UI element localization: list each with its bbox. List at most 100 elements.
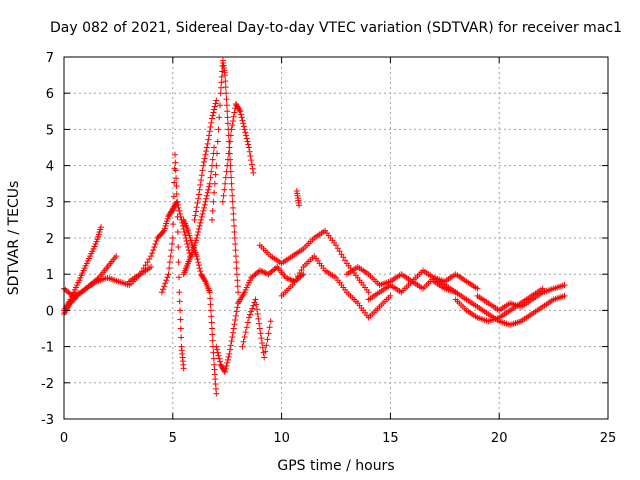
data-point (214, 150, 221, 157)
data-point (200, 162, 207, 169)
data-point (175, 244, 182, 251)
data-point (200, 204, 207, 211)
data-point (197, 181, 204, 188)
data-point (169, 241, 176, 248)
data-point (224, 359, 231, 366)
data-point (175, 259, 182, 266)
data-point (200, 158, 207, 165)
data-point (231, 222, 238, 229)
axis-ticks: 0 5 10 15 20 25 -3 -2 -1 0 1 2 3 4 5 6 7 (41, 51, 616, 446)
data-point (215, 126, 222, 133)
data-point (230, 216, 237, 223)
data-point (247, 152, 254, 159)
data-point (180, 365, 187, 372)
data-point (196, 186, 203, 193)
data-point (239, 117, 246, 124)
data-point (174, 198, 181, 205)
data-point (256, 325, 263, 332)
data-point (206, 289, 213, 296)
data-point (223, 102, 230, 109)
data-point (230, 329, 237, 336)
data-point (212, 100, 219, 107)
data-point (206, 180, 213, 187)
data-point (199, 210, 206, 217)
data-point (225, 150, 232, 157)
data-point (257, 330, 264, 337)
x-tick-label: 10 (273, 431, 290, 446)
y-tick-label: 3 (46, 196, 54, 211)
data-point (207, 307, 214, 314)
sat-trace-g (180, 216, 220, 397)
y-tick-label: 6 (46, 87, 54, 102)
data-point (249, 305, 256, 312)
x-tick-label: 5 (169, 431, 177, 446)
data-point (228, 186, 235, 193)
data-point (207, 123, 214, 130)
data-point (224, 156, 231, 163)
data-point (172, 159, 179, 166)
data-point (206, 132, 213, 139)
data-point (174, 213, 181, 220)
data-point (206, 183, 213, 190)
data-point (198, 172, 205, 179)
data-point (365, 289, 372, 296)
data-point (561, 282, 568, 289)
data-point (230, 204, 237, 211)
data-point (193, 253, 200, 260)
data-point (160, 286, 167, 293)
data-point (228, 338, 235, 345)
data-point (192, 212, 199, 219)
sat-trace-o (278, 253, 394, 321)
data-point (232, 253, 239, 260)
data-point (148, 253, 155, 260)
data-point (221, 186, 228, 193)
data-point (226, 350, 233, 357)
data-point (205, 186, 212, 193)
data-point (218, 84, 225, 91)
data-point (149, 250, 156, 257)
x-tick-label: 25 (600, 431, 617, 446)
y-tick-label: -1 (41, 341, 54, 356)
data-point (208, 216, 215, 223)
data-point (284, 275, 291, 282)
data-point (222, 84, 229, 91)
data-point (300, 271, 307, 278)
data-point (166, 259, 173, 266)
data-point (224, 162, 231, 169)
data-point (175, 274, 182, 281)
data-point (240, 123, 247, 130)
data-point (229, 122, 236, 129)
data-point (289, 282, 296, 289)
data-point (203, 144, 210, 151)
data-point (238, 114, 245, 121)
data-point (252, 296, 259, 303)
data-point (207, 295, 214, 302)
data-point (262, 348, 269, 355)
data-point (169, 235, 176, 241)
data-point (342, 257, 349, 264)
data-point (183, 238, 190, 245)
data-point (213, 162, 220, 169)
data-point (178, 334, 185, 341)
data-point (266, 324, 273, 331)
sat-trace-p (293, 187, 303, 209)
y-axis-label: SDTVAR / TECUs (6, 181, 22, 296)
data-point (142, 262, 149, 269)
data-point (150, 247, 157, 254)
data-point (231, 321, 238, 328)
data-point (233, 259, 240, 266)
data-point (209, 331, 216, 338)
data-point (211, 144, 218, 151)
data-point (264, 336, 271, 343)
data-point (243, 324, 250, 331)
data-point (167, 253, 174, 260)
data-point (245, 141, 252, 148)
y-tick-label: 0 (46, 304, 54, 319)
x-tick-label: 15 (382, 431, 399, 446)
data-point (240, 120, 247, 127)
data-point (211, 189, 218, 196)
data-point (160, 228, 167, 235)
data-point (195, 259, 202, 266)
data-point (230, 210, 237, 217)
